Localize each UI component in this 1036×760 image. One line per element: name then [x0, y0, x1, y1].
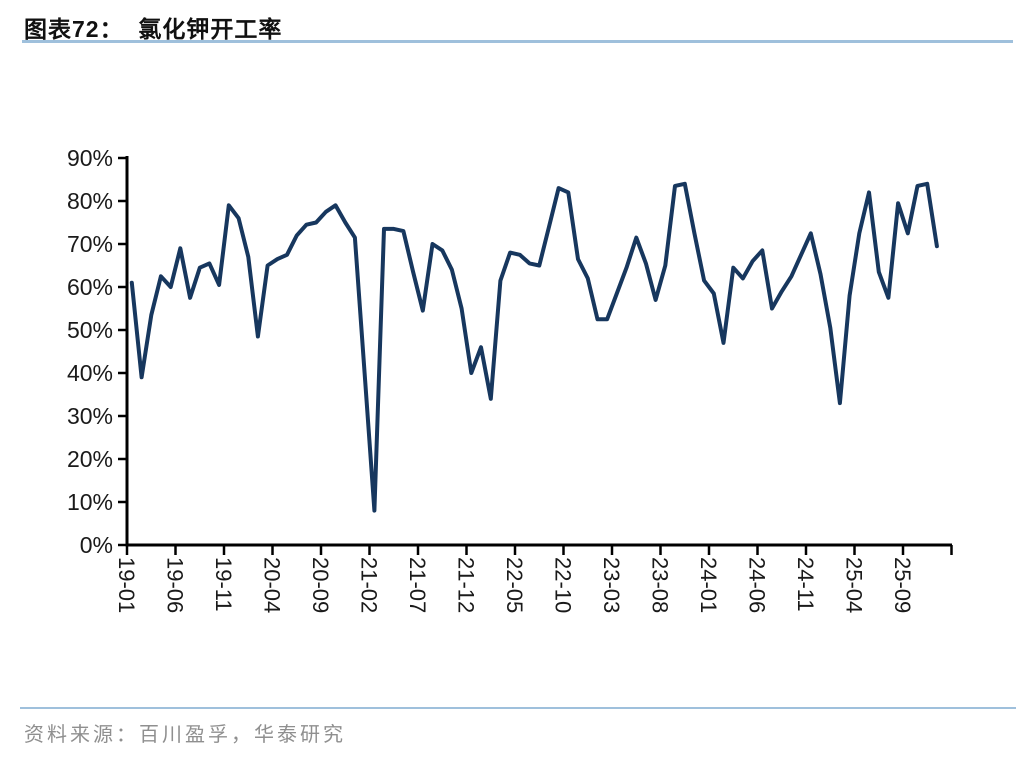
y-axis-label: 60%: [67, 274, 113, 300]
x-axis-label: 22-10: [551, 557, 576, 613]
y-axis-label: 80%: [67, 188, 113, 214]
x-axis-label: 21-12: [454, 557, 479, 613]
operating-rate-series: [129, 181, 939, 513]
x-axis-label: 22-05: [502, 557, 527, 613]
x-axis-label: 20-09: [308, 557, 333, 613]
x-axis-label: 25-09: [890, 557, 915, 613]
x-axis-label: 21-02: [357, 557, 382, 613]
y-axis-label: 30%: [67, 403, 113, 429]
footer-rule: [20, 707, 1016, 709]
source-note: 资料来源：百川盈孚，华泰研究: [24, 724, 346, 746]
x-axis-label: 19-11: [211, 557, 236, 612]
x-axis-label: 24-06: [745, 557, 770, 613]
x-axis-label: 23-08: [648, 557, 673, 613]
x-axis-label: 25-04: [842, 557, 867, 613]
title-rule: [22, 40, 1013, 43]
y-axis-label: 10%: [67, 489, 113, 515]
x-axis-label: 19-06: [163, 557, 188, 613]
x-axis-label: 24-11: [793, 557, 818, 612]
y-axis-label: 20%: [67, 446, 113, 472]
y-axis-label: 90%: [67, 145, 113, 171]
x-axis-label: 24-01: [696, 557, 721, 613]
x-axis-label: 23-03: [599, 557, 624, 613]
y-axis-label: 70%: [67, 231, 113, 257]
x-axis-label: 20-04: [260, 557, 285, 613]
y-axis-label: 40%: [67, 360, 113, 386]
figure-title: 图表72： 氯化钾开工率: [24, 16, 283, 42]
y-axis-label: 50%: [67, 317, 113, 343]
x-axis-label: 19-01: [114, 557, 139, 613]
x-axis-label: 21-07: [405, 557, 430, 613]
y-axis-label: 0%: [80, 532, 113, 558]
